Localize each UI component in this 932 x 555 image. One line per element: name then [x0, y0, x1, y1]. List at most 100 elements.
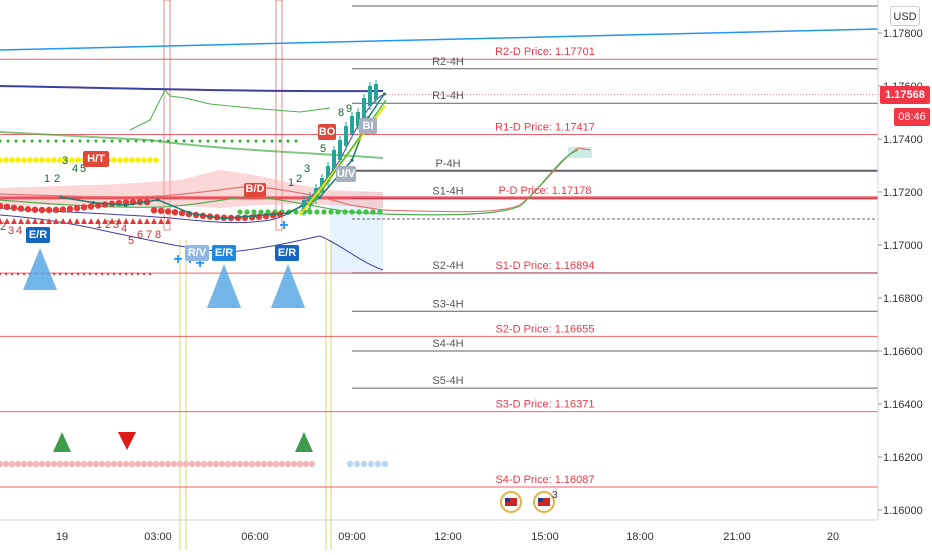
- pivot-label: R2-4H: [432, 56, 464, 68]
- candle-body: [302, 200, 306, 212]
- pink-dot: [32, 460, 40, 468]
- yellow-dot: [0, 157, 3, 163]
- light-blue-dot: [346, 460, 354, 468]
- pink-dot: [308, 460, 316, 468]
- pink-dot: [44, 460, 52, 468]
- red-dot: [88, 272, 92, 276]
- pink-dot: [188, 460, 196, 468]
- seq-count-down: 1: [96, 219, 102, 231]
- green-dot: [142, 139, 146, 143]
- green-dot: [78, 139, 82, 143]
- red-dot: [10, 272, 14, 276]
- pivot-label: S1-4H: [432, 186, 463, 198]
- red-dot: [0, 272, 2, 276]
- uv-badge-box: [336, 166, 356, 182]
- yellow-dot: [147, 157, 153, 163]
- x-tick-label: 20: [827, 531, 839, 543]
- er-badge-box: [275, 245, 299, 261]
- pink-dot: [182, 460, 190, 468]
- green-dot: [238, 139, 242, 143]
- last-price-tag: 1.17568: [880, 86, 930, 104]
- green-dot: [270, 139, 274, 143]
- flag-event-icon-canton: [538, 498, 543, 502]
- pink-dot: [194, 460, 202, 468]
- pink-dot: [134, 460, 142, 468]
- y-tick-label: 1.17800: [883, 28, 923, 40]
- yellow-dot: [123, 157, 129, 163]
- green-dot-large: [307, 209, 313, 215]
- red-dot: [94, 272, 98, 276]
- seq-count-up: 8: [338, 107, 344, 119]
- green-dot: [182, 139, 186, 143]
- red-dot: [130, 272, 134, 276]
- candle-body: [320, 178, 324, 192]
- small-up-triangle: [109, 218, 115, 224]
- pink-dot: [284, 460, 292, 468]
- flag-event-icon-canton: [505, 498, 510, 502]
- yellow-dot: [33, 157, 39, 163]
- er-badge-box: [212, 245, 236, 261]
- small-up-triangle: [0, 218, 3, 224]
- up-arrow-marker: [207, 264, 241, 308]
- er-badge-label: E/R: [215, 247, 233, 259]
- currency-label[interactable]: USD: [890, 6, 920, 26]
- seq-count-down: 4: [121, 223, 127, 235]
- green-dot: [198, 139, 202, 143]
- plus-marker: +: [173, 251, 182, 268]
- session-box-right: [275, 0, 283, 231]
- red-signal-dot: [101, 201, 109, 208]
- red-dot: [106, 272, 110, 276]
- pink-dot: [140, 460, 148, 468]
- pink-dot: [62, 460, 70, 468]
- candle-body: [368, 86, 372, 106]
- red-signal-dot: [262, 212, 270, 220]
- red-dot: [52, 272, 56, 276]
- pink-dot: [260, 460, 268, 468]
- green-dot: [166, 139, 170, 143]
- small-up-triangle: [18, 218, 24, 224]
- rv-badge-label: R/V: [188, 247, 207, 259]
- green-dot-large: [293, 209, 299, 215]
- yellow-dot: [135, 157, 141, 163]
- green-dot-large: [314, 209, 320, 215]
- seq-count-up: 1: [288, 177, 294, 189]
- ht-badge-label: H/T: [87, 153, 105, 165]
- pink-dot: [290, 460, 298, 468]
- seq-count-up: 3: [62, 155, 68, 167]
- red-dot: [112, 272, 116, 276]
- bd-badge-label: B/D: [246, 183, 265, 195]
- buy-signal-marker: [53, 432, 71, 452]
- pink-dot: [200, 460, 208, 468]
- red-signal-dot: [59, 206, 67, 213]
- pivot-label: S4-4H: [432, 338, 463, 350]
- red-signal-dot: [52, 206, 60, 214]
- y-tick-label: 1.16400: [883, 399, 923, 411]
- red-signal-dot: [73, 204, 81, 212]
- candle-body: [326, 166, 330, 182]
- light-blue-dot: [367, 460, 375, 468]
- green-dot: [262, 139, 266, 143]
- small-up-triangle: [67, 218, 73, 224]
- x-tick-label: 06:00: [241, 531, 269, 543]
- pink-dot: [86, 460, 94, 468]
- yellow-dot: [45, 157, 51, 163]
- daily-level-label: R1-D Price: 1.17417: [495, 121, 595, 133]
- green-dot: [190, 139, 194, 143]
- x-tick-label: 15:00: [531, 531, 559, 543]
- pivot-label: S5-4H: [432, 375, 463, 387]
- red-dot: [64, 272, 68, 276]
- small-up-triangle: [130, 218, 136, 224]
- x-tick-label: 12:00: [434, 531, 462, 543]
- red-signal-dot: [10, 204, 18, 211]
- green-dot: [70, 139, 74, 143]
- red-dot: [142, 272, 146, 276]
- x-tick-label: 03:00: [144, 531, 172, 543]
- pink-dot: [38, 460, 46, 468]
- seq-count-up: 4: [72, 163, 78, 175]
- pink-dot: [14, 460, 22, 468]
- red-dot: [100, 272, 104, 276]
- red-dot: [16, 272, 20, 276]
- pink-dot: [98, 460, 106, 468]
